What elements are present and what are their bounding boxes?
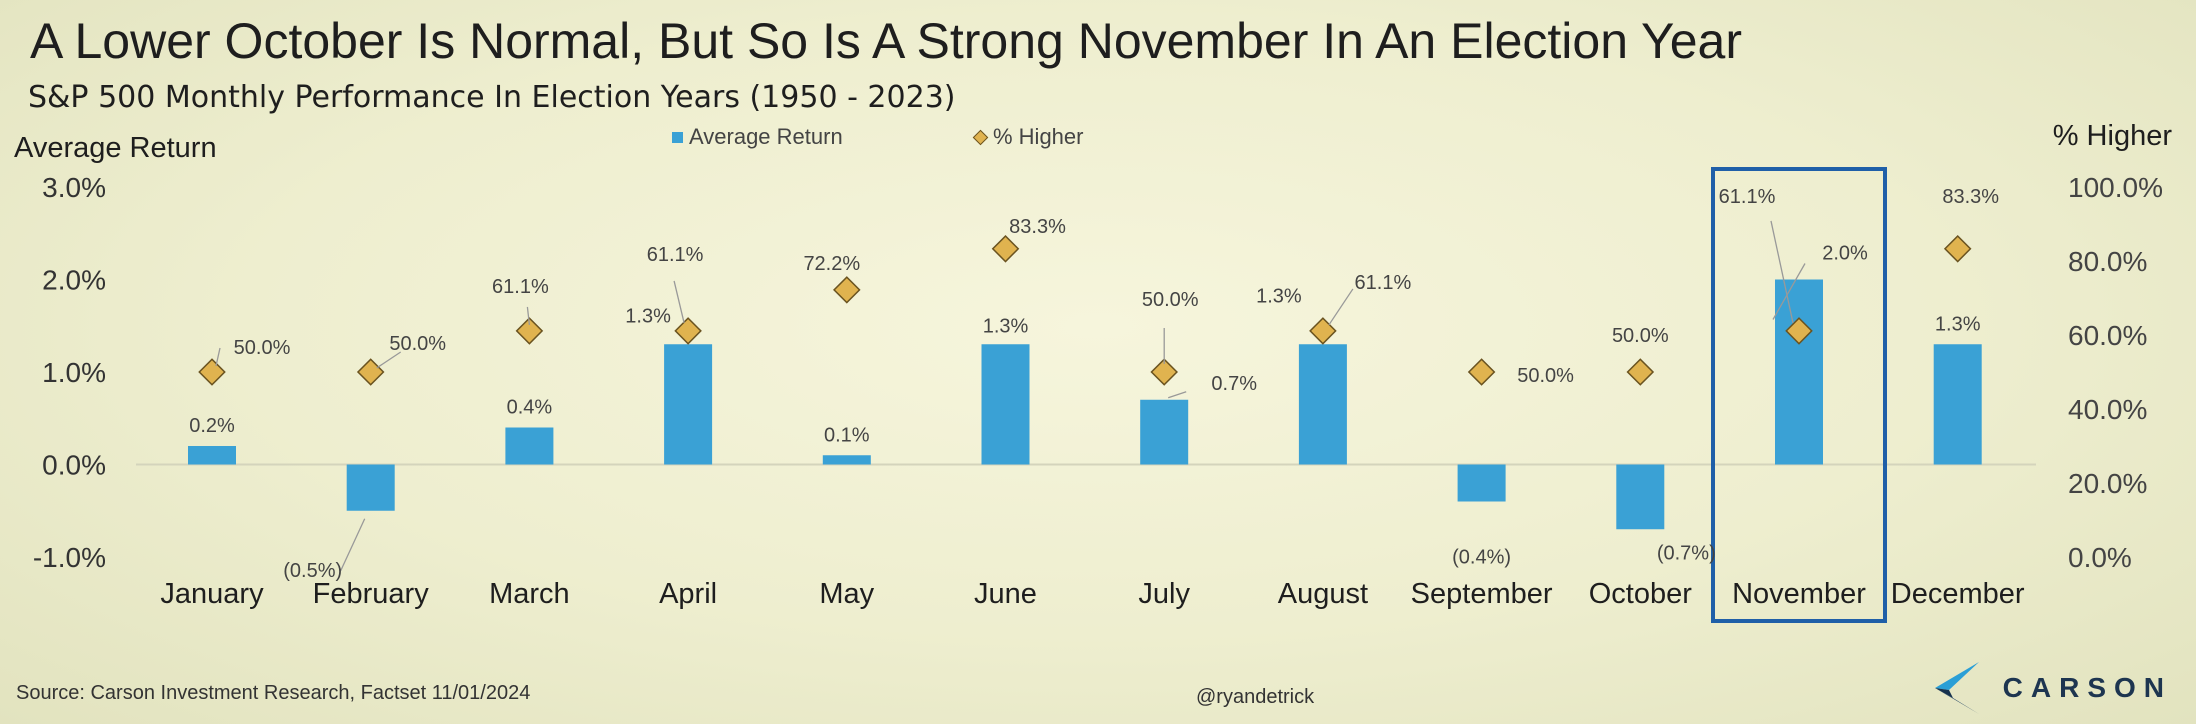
- november-highlight-box: [1711, 167, 1887, 623]
- average-return-label: 0.2%: [189, 415, 235, 437]
- left-axis-tick-label: 0.0%: [42, 450, 106, 481]
- pct-higher-diamond: [198, 358, 226, 386]
- pct-higher-label: 61.1%: [1355, 272, 1412, 294]
- pct-label-leader: [673, 280, 685, 324]
- average-return-label: 2.0%: [1822, 243, 1868, 265]
- average-return-bar: [188, 446, 236, 465]
- pct-higher-label: 61.1%: [647, 244, 704, 266]
- x-axis-category-label: October: [1589, 578, 1692, 610]
- average-return-bar: [1616, 464, 1665, 530]
- average-return-bar: [346, 464, 395, 511]
- pct-label-leader: [1328, 288, 1354, 326]
- x-axis-category-label: January: [160, 578, 264, 610]
- average-return-bar: [1933, 344, 1982, 465]
- average-return-bar: [664, 344, 713, 465]
- pct-higher-label: 61.1%: [1719, 186, 1776, 208]
- left-axis-tick-label: 2.0%: [42, 265, 106, 296]
- average-return-label: 0.4%: [507, 397, 553, 419]
- x-axis-category-label: March: [489, 578, 570, 610]
- x-axis-category-label: December: [1891, 578, 2025, 610]
- pct-higher-diamond: [1785, 317, 1813, 345]
- pct-higher-diamond: [515, 317, 544, 345]
- right-axis-title: % Higher: [2052, 120, 2172, 152]
- average-return-bar: [1457, 464, 1506, 502]
- pct-higher-diamond: [1467, 358, 1496, 386]
- average-return-bar: [981, 344, 1030, 465]
- x-axis-category-label: July: [1138, 578, 1190, 610]
- pct-higher-label: 50.0%: [389, 333, 446, 355]
- average-return-bar: [1140, 399, 1189, 465]
- left-axis-tick-label: 3.0%: [42, 172, 106, 203]
- pct-higher-label: 61.1%: [492, 276, 549, 298]
- x-axis-category-label: June: [974, 578, 1037, 610]
- legend-label-pct-higher: % Higher: [993, 124, 1084, 149]
- source-note: Source: Carson Investment Research, Fact…: [16, 682, 531, 704]
- pct-higher-diamond: [833, 276, 861, 304]
- average-return-bar: [1298, 344, 1347, 465]
- pct-higher-label: 72.2%: [803, 253, 860, 275]
- average-return-bar: [505, 427, 554, 465]
- right-axis-tick-label: 0.0%: [2068, 542, 2132, 573]
- right-axis-tick-label: 40.0%: [2068, 394, 2147, 425]
- average-return-label: 1.3%: [983, 315, 1029, 337]
- pct-higher-label: 83.3%: [1009, 216, 1066, 238]
- pct-higher-diamond: [1309, 317, 1337, 345]
- left-axis-tick-label: 1.0%: [42, 357, 106, 388]
- pct-higher-diamond: [674, 317, 702, 345]
- bar-label-leader: [1772, 263, 1806, 320]
- pct-label-leader: [376, 351, 402, 369]
- right-axis-tick-label: 80.0%: [2068, 246, 2147, 277]
- legend-item-average-return: Average Return: [672, 124, 843, 150]
- bar-label-leader: [1167, 391, 1187, 399]
- pct-label-leader: [1770, 220, 1794, 324]
- pct-higher-diamond: [1626, 358, 1655, 386]
- average-return-label: (0.7%): [1657, 542, 1716, 564]
- carson-logo-icon: [1934, 662, 1979, 714]
- average-return-label: 1.3%: [625, 305, 671, 327]
- legend-bar-swatch: [672, 131, 683, 143]
- left-axis-tick-label: -1.0%: [33, 542, 106, 573]
- pct-higher-label: 50.0%: [1612, 325, 1669, 347]
- left-axis-title: Average Return: [14, 132, 217, 164]
- carson-logo: CARSON: [1933, 662, 2172, 714]
- legend-item-pct-higher: % Higher: [972, 124, 1084, 150]
- average-return-label: 0.1%: [824, 424, 870, 446]
- average-return-bar: [822, 455, 871, 465]
- pct-higher-label: 50.0%: [234, 337, 291, 359]
- right-axis-tick-label: 20.0%: [2068, 468, 2147, 499]
- x-axis-category-label: April: [659, 578, 717, 610]
- pct-higher-diamond: [1150, 358, 1178, 386]
- x-axis-category-label: February: [313, 578, 430, 610]
- average-return-label: (0.4%): [1452, 547, 1511, 569]
- pct-higher-label: 50.0%: [1142, 289, 1199, 311]
- pct-higher-diamond: [356, 358, 385, 386]
- right-axis-tick-label: 100.0%: [2068, 172, 2163, 203]
- pct-higher-label: 50.0%: [1517, 365, 1574, 387]
- x-axis-category-label: September: [1411, 578, 1553, 610]
- average-return-bar: [1775, 279, 1823, 465]
- bar-label-leader: [340, 518, 366, 572]
- right-axis-tick-label: 60.0%: [2068, 320, 2147, 351]
- pct-higher-diamond: [991, 235, 1020, 263]
- average-return-label: 1.3%: [1935, 313, 1981, 335]
- carson-logo-text: CARSON: [2002, 672, 2172, 703]
- pct-higher-diamond: [1943, 235, 1972, 263]
- average-return-label: 1.3%: [1256, 285, 1302, 307]
- chart-title: A Lower October Is Normal, But So Is A S…: [30, 13, 1743, 69]
- x-axis-category-label: August: [1278, 578, 1368, 610]
- legend-label-average-return: Average Return: [689, 124, 843, 149]
- chart-subtitle: S&P 500 Monthly Performance In Election …: [28, 80, 956, 115]
- author-handle: @ryandetrick: [1196, 686, 1315, 708]
- x-axis-category-label: November: [1732, 578, 1866, 610]
- pct-higher-label: 83.3%: [1942, 186, 1999, 208]
- pct-label-leader: [215, 347, 221, 367]
- average-return-label: 0.7%: [1211, 373, 1257, 395]
- pct-label-leader: [526, 306, 531, 326]
- x-axis-category-label: May: [819, 578, 874, 610]
- average-return-label: (0.5%): [283, 560, 342, 582]
